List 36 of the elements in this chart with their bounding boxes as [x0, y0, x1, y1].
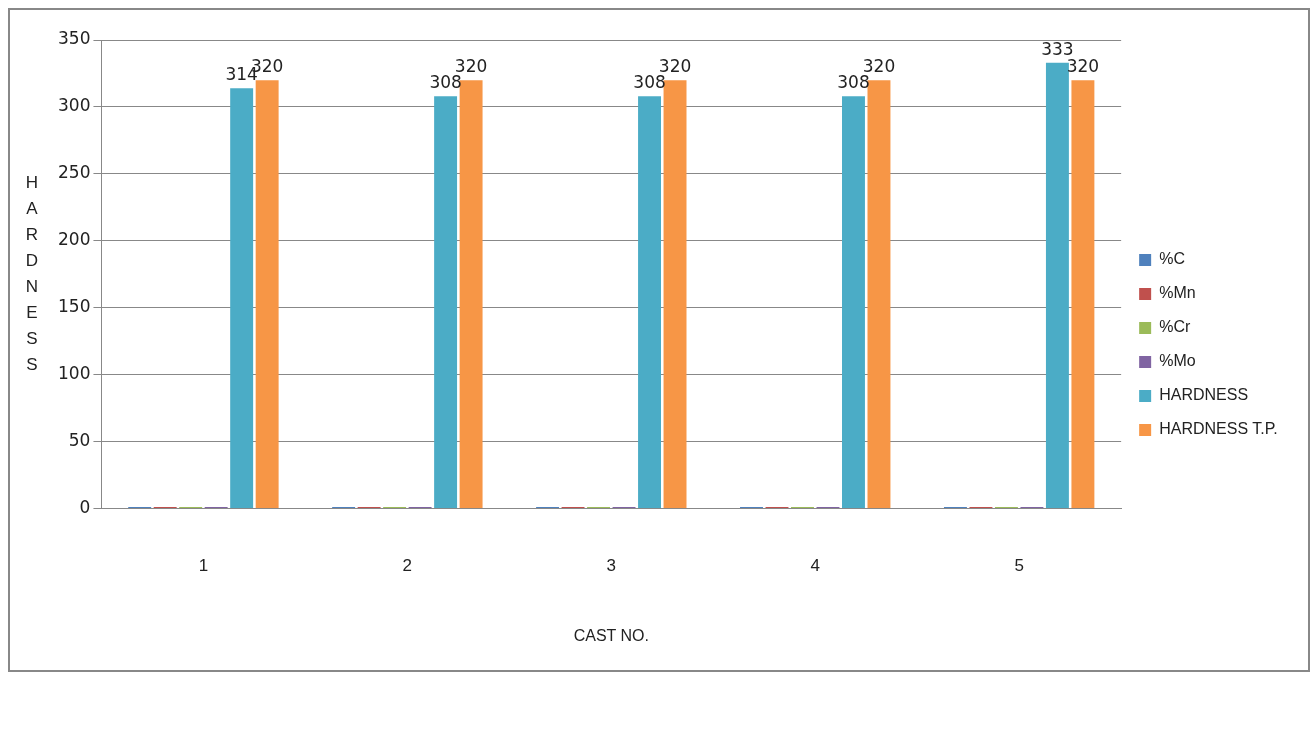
- bar: [867, 80, 891, 508]
- bar: [663, 80, 687, 508]
- x-tick-label: 4: [810, 556, 820, 576]
- bar: [1071, 80, 1095, 508]
- x-tick-label: 2: [402, 556, 413, 576]
- data-label: 320: [1066, 56, 1100, 77]
- bar: [230, 88, 254, 508]
- y-tick-label: 100: [57, 362, 91, 383]
- x-tick-label: 5: [1014, 556, 1024, 576]
- y-tick-label: 0: [79, 496, 91, 517]
- y-tick-label: 150: [57, 296, 91, 317]
- legend-label: %Mo: [1159, 352, 1196, 370]
- legend-label: %C: [1159, 250, 1185, 268]
- data-label: 333: [1041, 38, 1074, 59]
- bar: [255, 80, 279, 508]
- bar: [638, 96, 662, 508]
- bar: [434, 96, 458, 508]
- x-tick-label: 1: [198, 556, 209, 576]
- y-tick-label: 250: [57, 162, 91, 183]
- y-tick-label: 200: [57, 229, 91, 250]
- bar: [1045, 62, 1069, 508]
- y-axis-title: HARDNESS: [25, 172, 39, 374]
- y-tick-label: 300: [57, 95, 91, 116]
- data-label: 308: [429, 72, 462, 93]
- legend-label: HARDNESS: [1159, 386, 1249, 404]
- legend-label: %Mn: [1159, 284, 1196, 302]
- y-tick-label: 50: [68, 429, 91, 450]
- data-label: 308: [633, 72, 666, 93]
- y-tick-label: 350: [57, 28, 91, 49]
- bar: [842, 96, 865, 508]
- x-tick-label: 3: [606, 556, 617, 576]
- bar: [459, 80, 483, 508]
- legend-label: HARDNESS T.P.: [1159, 420, 1278, 438]
- legend-label: %Cr: [1159, 318, 1191, 336]
- x-axis-title: CAST NO.: [573, 626, 649, 644]
- data-label: 308: [837, 72, 870, 93]
